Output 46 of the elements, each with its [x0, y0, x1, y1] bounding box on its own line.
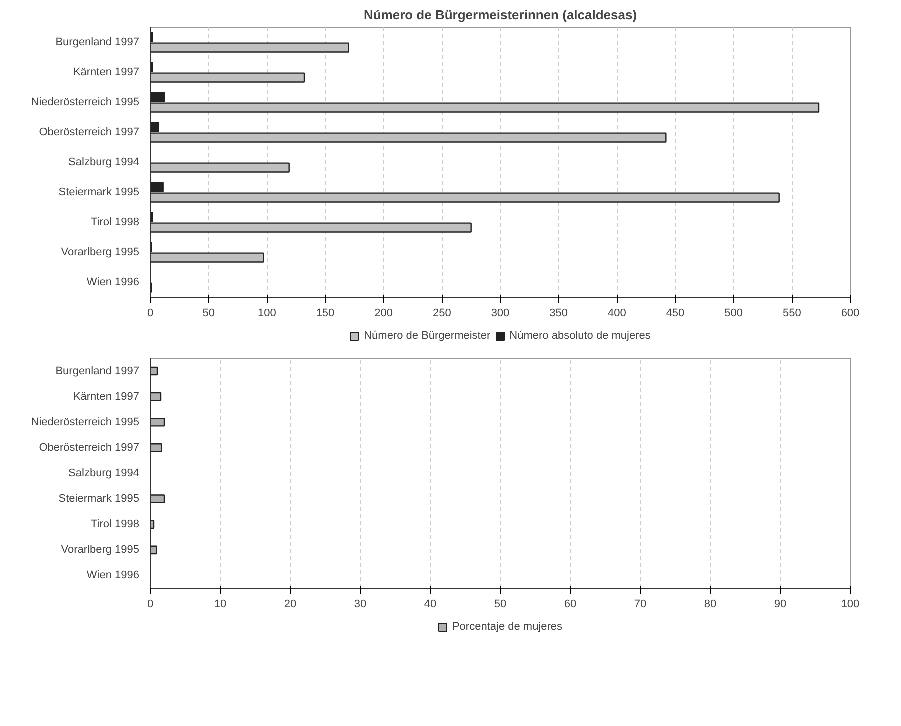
y-tick-label: Oberösterreich 1997: [39, 126, 140, 138]
x-tick-label: 90: [774, 598, 787, 610]
y-tick-label: Steiermark 1995: [58, 493, 140, 506]
x-tick-label: 50: [202, 308, 215, 320]
x-tick-label: 450: [666, 308, 685, 320]
y-tick-label: Wien 1996: [86, 276, 140, 288]
x-tick-label: 250: [432, 308, 452, 320]
x-tick-label: 40: [424, 598, 437, 610]
y-tick-label: Kärnten 1997: [73, 66, 140, 78]
y-tick-label: Tirol 1998: [90, 518, 140, 531]
x-tick-label: 150: [316, 308, 335, 320]
x-tick-label: 100: [258, 308, 276, 320]
y-tick-label: Vorarlberg 1995: [61, 544, 140, 556]
x-tick-label: 60: [564, 598, 577, 610]
x-tick-label: 400: [608, 308, 626, 320]
x-tick-label: 30: [354, 598, 367, 610]
y-tick-label: Salzburg 1994: [68, 156, 140, 168]
x-tick-label: 600: [841, 308, 860, 320]
y-tick-label: Wien 1996: [86, 570, 140, 582]
x-tick-label: 350: [550, 308, 568, 320]
chart-title: Número de Bürgermeisterinnen (alcaldesas): [364, 8, 638, 22]
x-tick-label: 0: [147, 308, 154, 320]
legend-label: Número de Bürgermeister: [364, 330, 491, 342]
y-tick-label: Burgenland 1997: [56, 36, 140, 48]
y-tick-label: Niederösterreich 1995: [31, 96, 140, 108]
x-tick-label: 550: [782, 308, 802, 320]
y-tick-label: Tirol 1998: [90, 216, 140, 228]
y-tick-label: Vorarlberg 1995: [61, 246, 140, 258]
x-tick-label: 70: [634, 598, 647, 610]
y-tick-label: Burgenland 1997: [56, 365, 140, 378]
x-tick-label: 80: [704, 598, 717, 610]
x-tick-label: 200: [374, 308, 394, 320]
y-tick-label: Oberösterreich 1997: [39, 442, 140, 454]
legend-label: Porcentaje de mujeres: [452, 621, 563, 633]
x-tick-label: 0: [147, 598, 154, 610]
y-tick-label: Steiermark 1995: [58, 186, 140, 198]
x-tick-label: 100: [841, 598, 860, 610]
y-tick-label: Niederösterreich 1995: [31, 416, 140, 428]
x-tick-label: 500: [724, 308, 744, 320]
y-tick-label: Salzburg 1994: [68, 468, 140, 480]
legend-label: Número absoluto de mujeres: [510, 330, 651, 342]
x-tick-label: 10: [214, 598, 227, 610]
x-tick-label: 50: [494, 598, 507, 610]
x-tick-label: 300: [491, 308, 510, 320]
y-tick-label: Kärnten 1997: [73, 390, 140, 403]
x-tick-label: 20: [284, 598, 297, 610]
